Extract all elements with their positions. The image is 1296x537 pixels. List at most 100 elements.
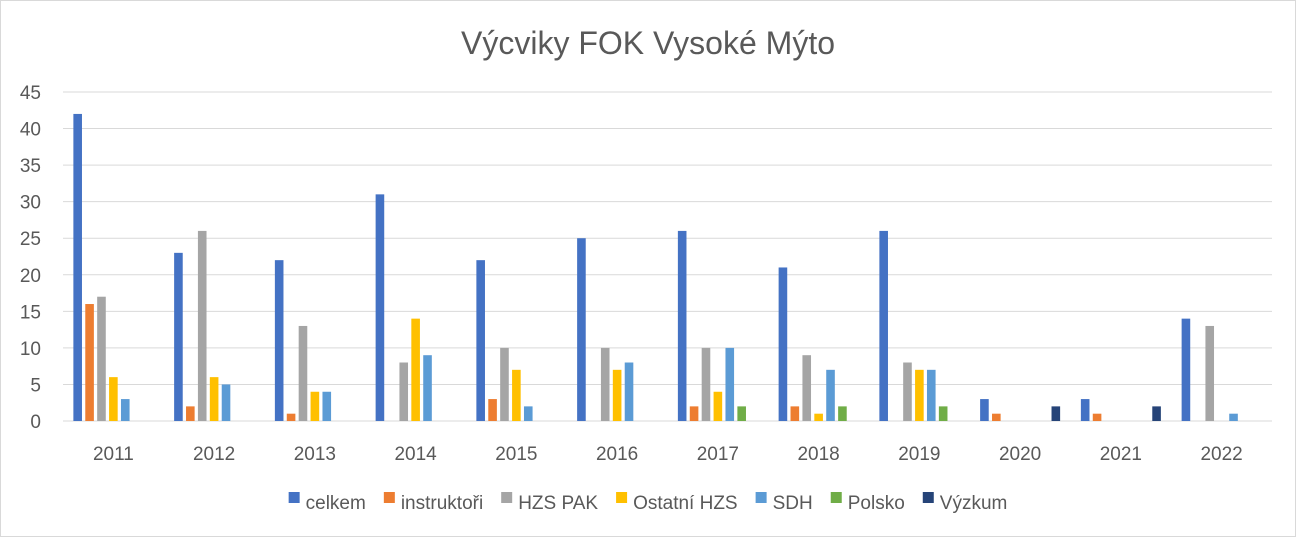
bar-celkem	[879, 230, 888, 421]
legend-entry: instruktoři	[383, 492, 483, 514]
legend-entry: Polsko	[830, 492, 905, 514]
bar-instruktoři	[488, 399, 497, 421]
y-tick-label: 0	[30, 412, 41, 433]
y-tick-label: 45	[20, 83, 41, 104]
x-tick-label: 2012	[193, 444, 235, 465]
y-tick-label: 30	[20, 193, 41, 214]
bar-sdh	[1229, 413, 1238, 421]
bar-ostatní-hzs	[915, 369, 924, 421]
y-tick-label: 20	[20, 266, 41, 287]
bar-sdh	[221, 384, 231, 421]
y-tick-label: 15	[20, 302, 41, 323]
bar-celkem	[174, 252, 183, 421]
legend-swatch	[755, 492, 767, 503]
bar-polsko	[737, 406, 746, 421]
bar-celkem	[476, 260, 485, 421]
legend-swatch	[830, 492, 842, 503]
bar-hzs-pak	[1205, 325, 1215, 421]
bar-sdh	[120, 399, 130, 421]
legend-swatch	[922, 492, 934, 503]
bar-ostatní-hzs	[713, 391, 723, 421]
bar-ostatní-hzs	[512, 369, 521, 421]
bar-instruktoři	[689, 406, 699, 421]
bar-celkem	[1181, 318, 1191, 421]
bar-hzs-pak	[97, 296, 106, 421]
gridlines	[63, 91, 1272, 422]
bar-ostatní-hzs	[411, 318, 420, 421]
x-tick-label: 2022	[1200, 444, 1242, 465]
bar-instruktoři	[85, 304, 94, 421]
bar-polsko	[838, 406, 847, 421]
bar-ostatní-hzs	[209, 377, 219, 421]
y-axis-tick-labels: 0 5 10 15 20 25 30 35 40 45	[20, 83, 41, 433]
legend-entry: celkem	[288, 492, 366, 514]
chart-title: Výcviky FOK Vysoké Mýto	[461, 25, 835, 61]
bar-ostatní-hzs	[814, 413, 823, 421]
bar-ostatní-hzs	[310, 391, 320, 421]
y-tick-label: 25	[20, 229, 41, 250]
legend-entry: Výzkum	[922, 492, 1008, 514]
legend-entry: SDH	[755, 492, 813, 514]
bar-celkem	[274, 260, 284, 421]
legend-swatch	[383, 492, 395, 503]
x-tick-label: 2018	[797, 444, 839, 465]
legend-swatch	[616, 492, 628, 503]
x-tick-label: 2013	[294, 444, 336, 465]
bar-celkem	[980, 399, 989, 421]
bar-sdh	[423, 355, 432, 421]
bar-celkem	[677, 230, 687, 421]
legend: celkem instruktoři HZS PAK Ostatní HZS SDH Po…	[288, 492, 1008, 514]
bars	[73, 113, 1238, 421]
legend-label: celkem	[306, 493, 366, 514]
legend-swatch	[288, 492, 300, 503]
bar-hzs-pak	[399, 362, 409, 421]
bar-hzs-pak	[298, 325, 308, 421]
bar-ostatní-hzs	[109, 377, 118, 421]
legend-entry: HZS PAK	[501, 492, 598, 514]
x-tick-label: 2020	[999, 444, 1041, 465]
x-tick-label: 2014	[394, 444, 437, 465]
bar-celkem	[577, 238, 586, 421]
bar-sdh	[926, 369, 936, 421]
x-tick-label: 2011	[93, 444, 134, 465]
bar-instruktoři	[790, 406, 800, 421]
bar-ostatní-hzs	[612, 369, 622, 421]
y-tick-label: 10	[20, 339, 41, 360]
legend-label: Výzkum	[940, 493, 1008, 514]
bar-sdh	[322, 391, 332, 421]
bar-instruktoři	[1092, 413, 1102, 421]
bar-hzs-pak	[600, 347, 610, 421]
bar-hzs-pak	[802, 355, 812, 421]
legend-label: SDH	[773, 493, 813, 514]
bar-polsko	[938, 406, 948, 421]
legend-label: instruktoři	[401, 493, 483, 514]
legend-label: Ostatní HZS	[633, 493, 738, 514]
legend-label: Polsko	[848, 493, 905, 514]
bar-instruktoři	[286, 413, 296, 421]
bar-celkem	[375, 194, 385, 421]
y-tick-label: 40	[20, 120, 41, 141]
bar-instruktoři	[186, 406, 195, 421]
bar-instruktoři	[992, 413, 1001, 421]
x-tick-label: 2021	[1100, 444, 1142, 465]
y-tick-label: 5	[30, 375, 41, 396]
x-tick-label: 2019	[898, 444, 940, 465]
bar-sdh	[725, 347, 735, 421]
legend-entry: Ostatní HZS	[616, 492, 738, 514]
x-tick-label: 2016	[596, 444, 638, 465]
x-tick-label: 2015	[495, 444, 537, 465]
legend-swatch	[501, 492, 513, 503]
bar-hzs-pak	[197, 230, 207, 421]
bar-celkem	[778, 267, 788, 421]
y-tick-label: 35	[20, 156, 41, 177]
bar-hzs-pak	[701, 347, 711, 421]
bar-výzkum	[1051, 406, 1061, 421]
bar-celkem	[73, 113, 82, 421]
bar-sdh	[523, 406, 533, 421]
bar-sdh	[826, 369, 835, 421]
legend-label: HZS PAK	[518, 493, 598, 514]
bar-hzs-pak	[500, 347, 509, 421]
x-axis-tick-labels: 2011 2012 2013 2014 2015 2016 2017 2018 2019 2020…	[93, 444, 1243, 465]
x-tick-label: 2017	[697, 444, 739, 465]
